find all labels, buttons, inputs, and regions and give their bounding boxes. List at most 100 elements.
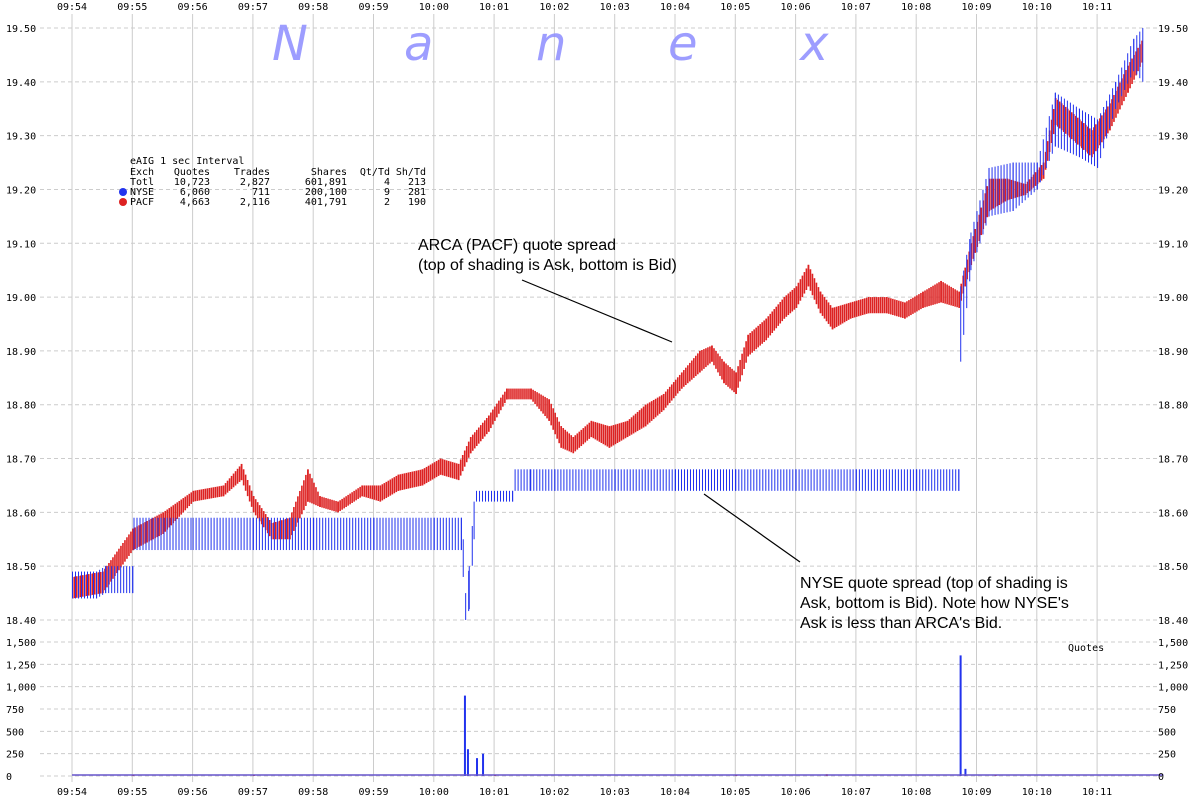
pacf-spread-bar: [162, 512, 165, 534]
pacf-spread-bar: [262, 511, 265, 528]
pacf-spread-bar: [670, 384, 673, 401]
nyse-spread-bar: [569, 469, 571, 491]
pacf-spread-bar: [522, 388, 524, 400]
nyse-spread-bar: [906, 469, 908, 491]
nyse-spread-bar: [843, 469, 845, 491]
pacf-spread-bar: [910, 298, 912, 316]
nyse-spread-bar: [1015, 162, 1017, 209]
pacf-spread-bar: [301, 485, 303, 515]
pacf-spread-bar: [327, 498, 329, 510]
nyse-spread-bar: [468, 570, 470, 612]
nyse-spread-bar: [512, 490, 514, 502]
nyse-spread-bar: [334, 517, 336, 551]
pacf-spread-bar: [303, 480, 305, 511]
x-tick-label-top: 09:55: [117, 2, 147, 13]
pacf-spread-bar: [208, 487, 211, 499]
nyse-spread-bar: [418, 517, 420, 551]
pacf-spread-bar: [791, 289, 794, 312]
axes: 09:54 09:54 09:55 09:55 09:56 09:56 09:57 09:57…: [6, 2, 1188, 798]
nyse-spread-bar: [349, 517, 351, 551]
pacf-spread-bar: [74, 576, 76, 599]
pacf-spread-bar: [986, 186, 989, 218]
pacf-spread-bar: [246, 479, 249, 497]
legend-row-nyse-shares: 200,100: [305, 187, 347, 198]
pacf-spread-bar: [1028, 179, 1031, 192]
nyse-spread-bar: [213, 517, 215, 551]
pacf-spread-bar: [952, 288, 954, 307]
nyse-spread-bar: [943, 469, 945, 491]
pacf-spread-bar: [164, 510, 167, 532]
pacf-spread-bar: [469, 437, 472, 454]
nyse-spread-bar: [488, 490, 490, 502]
pacf-spread-bar: [1062, 105, 1065, 133]
pacf-spread-bar: [1093, 127, 1095, 155]
pacf-spread-bar: [990, 178, 993, 210]
pacf-spread-bar: [212, 487, 215, 499]
pacf-spread-bar: [725, 363, 727, 385]
x-tick-label-top: 10:02: [539, 2, 569, 13]
pacf-spread-bar: [823, 297, 826, 319]
nyse-spread-bar: [1063, 98, 1065, 151]
nyse-spread-bar: [1072, 104, 1074, 155]
pacf-spread-bar: [719, 356, 721, 376]
pacf-spread-bar: [825, 299, 828, 322]
nyse-volume-bar: [482, 753, 485, 776]
nyse-spread-bar: [873, 469, 875, 491]
nyse-spread-bar: [765, 469, 767, 491]
nyse-spread-bar: [424, 517, 426, 551]
x-tick-label-top: 10:03: [600, 2, 630, 13]
nyse-spread-bar: [997, 165, 999, 215]
pacf-spread-bar: [363, 485, 366, 497]
pacf-spread-bar: [419, 469, 422, 486]
nyse-spread-bar: [696, 469, 697, 491]
nyse-spread-bar: [919, 469, 921, 491]
pacf-spread-bar: [524, 388, 526, 400]
pacf-spread-bar: [729, 367, 731, 389]
pacf-spread-bar: [1129, 62, 1131, 89]
pacf-spread-bar: [568, 433, 571, 452]
pacf-spread-bar: [879, 297, 882, 314]
pacf-spread-bar: [548, 399, 550, 421]
pacf-spread-bar: [365, 485, 368, 498]
nyse-annotation-line1: NYSE quote spread (top of shading is: [800, 575, 1068, 592]
y-tick-label-right: 18.70: [1158, 455, 1188, 466]
nyse-spread-bar: [132, 566, 134, 594]
nyse-spread-bar: [1033, 162, 1035, 193]
pacf-spread-bar: [228, 478, 231, 491]
nyse-spread-bar: [291, 517, 293, 551]
nyse-spread-bar: [602, 469, 604, 491]
nyse-spread-bar: [494, 490, 496, 502]
nyse-spread-bar: [656, 469, 658, 491]
nyse-spread-bar: [539, 469, 541, 491]
pacf-spread-bar: [1123, 74, 1125, 102]
pacf-spread-bar: [488, 415, 490, 432]
pacf-spread-bar: [216, 486, 219, 498]
x-tick-label-bottom: 10:07: [841, 787, 871, 798]
pacf-spread-bar: [747, 334, 749, 357]
pacf-spread-bar: [423, 468, 426, 485]
pacf-spread-bar: [351, 492, 353, 503]
pacf-spread-bar: [711, 345, 713, 362]
pacf-spread-bar: [691, 360, 693, 380]
pacf-spread-bar: [542, 395, 544, 414]
nyse-spread-bar: [777, 469, 779, 491]
pacf-spread-bar: [196, 490, 199, 501]
pacf-spread-bar: [122, 543, 124, 565]
nyse-spread-bar: [759, 469, 761, 491]
nyse-spread-bar: [163, 517, 165, 551]
pacf-spread-bar: [592, 421, 595, 439]
pacf-spread-bar: [869, 297, 872, 314]
pacf-spread-bar: [168, 508, 171, 528]
x-tick-label-top: 10:11: [1082, 2, 1112, 13]
nyse-spread-bar: [638, 469, 640, 491]
pacf-spread-bar: [606, 425, 609, 447]
y-tick-label-right: 19.50: [1158, 24, 1188, 35]
pacf-spread-bar: [532, 389, 534, 402]
x-tick-label-bottom: 10:00: [419, 787, 449, 798]
x-tick-label-top: 10:00: [419, 2, 449, 13]
pacf-spread-bar: [902, 301, 904, 318]
pacf-spread-bar: [530, 388, 532, 400]
pacf-spread-bar: [805, 268, 808, 291]
pacf-spread-bar: [668, 386, 671, 403]
pacf-spread-bar: [198, 489, 201, 501]
